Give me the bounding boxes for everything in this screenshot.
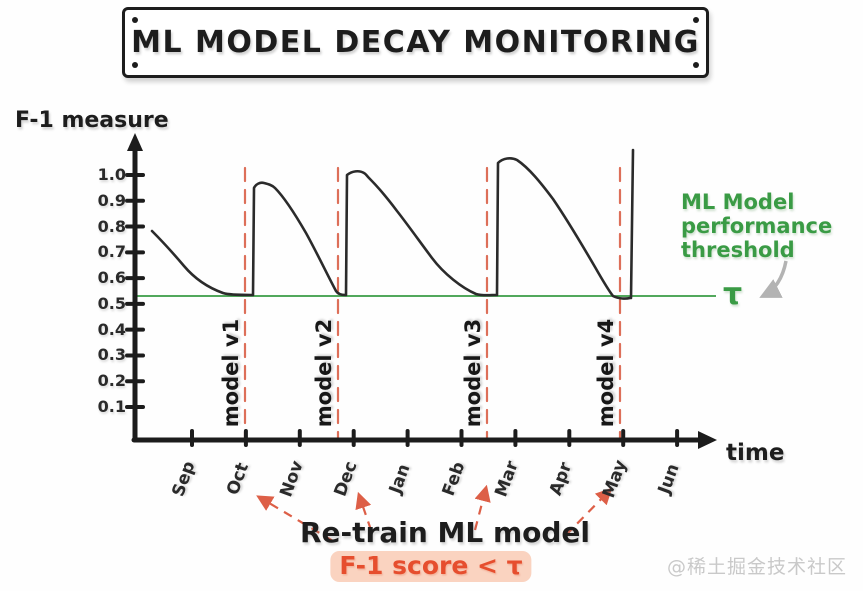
retrain-condition-highlight: F-1 score < τ [330,551,532,582]
x-tick-label-month: Apr [546,459,577,499]
model-version-label: model v4 [594,318,618,428]
page-title: ML MODEL DECAY MONITORING [131,25,700,60]
tau-threshold-symbol: τ [723,277,743,312]
model-version-label: model v2 [312,318,336,428]
y-tick-label: 0.2 [97,371,126,391]
axes [131,144,704,443]
threshold-note: ML Model performance threshold [681,190,832,262]
x-tick-label-month: Oct [222,460,253,498]
threshold-note-line2: performance [681,214,833,238]
arrow-to-dec [355,491,373,531]
x-axis-arrowhead [698,431,717,449]
corner-screw-dot [132,17,138,23]
threshold-note-line1: ML Model [681,190,795,214]
y-tick-label: 0.5 [97,293,126,313]
title-plaque: ML MODEL DECAY MONITORING [122,7,709,78]
x-tick-label-month: Jun [654,461,684,497]
tick-marks [125,173,680,447]
x-tick-label-month: Feb [438,459,469,499]
watermark: @稀土掘金技术社区 [666,556,847,578]
corner-screw-dot [693,62,699,68]
arrow-to-may [565,487,613,536]
retrain-annotation-arrows [256,484,613,542]
x-tick-label-month: Nov [276,458,308,500]
x-tick-label-month: Sep [168,458,200,500]
threshold-pointer-arrow [759,260,788,298]
model-version-label: model v3 [461,318,485,428]
x-tick-label-month: Jan [385,461,415,497]
corner-screw-dot [132,62,138,68]
x-tick-label-month: May [599,457,632,501]
y-tick-label: 0.1 [97,397,126,417]
model-version-label: model v1 [219,318,243,428]
x-tick-label-month: Dec [330,458,362,500]
y-axis-arrowhead [127,133,143,151]
retrain-annotation-title: Re-train ML model [299,516,591,549]
x-tick-label-month: Mar [491,458,524,500]
y-axis-title: F-1 measure [15,108,169,133]
f1-decay-curve [150,148,635,300]
corner-screw-dot [693,17,699,23]
threshold-note-line3: threshold [681,238,795,262]
y-tick-label: 0.3 [97,345,126,365]
y-tick-label: 0.6 [97,268,126,288]
arrow-to-feb [473,484,491,531]
y-tick-label: 0.9 [97,190,126,210]
y-tick-label: 1.0 [97,165,126,184]
x-axis-title: time [726,440,785,466]
arrow-to-oct [256,495,334,542]
retrain-dashed-lines [243,166,622,440]
y-tick-label: 0.8 [97,216,126,236]
y-tick-label: 0.7 [97,242,126,262]
y-tick-label: 0.4 [97,319,126,339]
